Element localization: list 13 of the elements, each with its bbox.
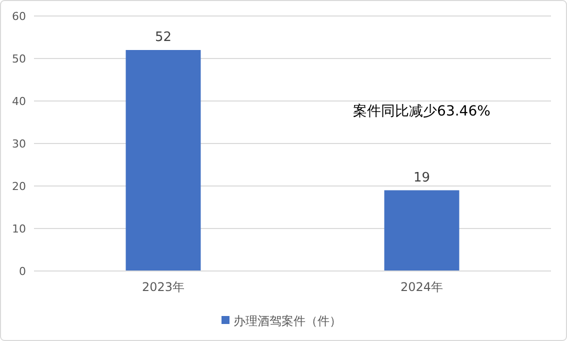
x-tick-label: 2023年 <box>142 280 185 294</box>
data-label: 19 <box>413 170 430 186</box>
y-tick-label: 0 <box>19 264 26 278</box>
data-label: 52 <box>154 30 172 45</box>
x-tick-label: 2024年 <box>400 280 444 294</box>
y-tick-label: 50 <box>12 52 26 66</box>
annotation: 案件同比减少63.46% <box>353 102 490 120</box>
y-tick-label: 20 <box>12 180 26 193</box>
y-tick-label: 60 <box>12 10 26 23</box>
y-tick-label: 40 <box>12 94 26 108</box>
y-tick-label: 10 <box>12 222 26 236</box>
legend-label: 办理酒驾案件（件） <box>234 314 342 328</box>
y-tick-label: 30 <box>12 137 26 150</box>
